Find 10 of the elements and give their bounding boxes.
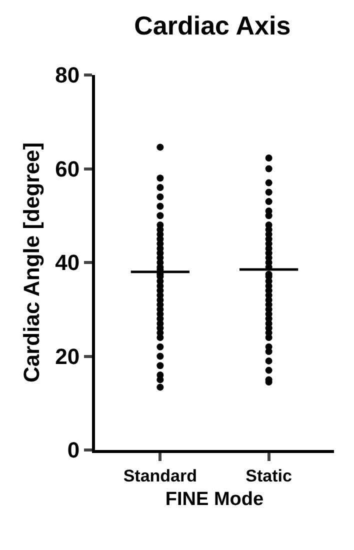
y-tick-label: 80 <box>55 62 80 88</box>
y-axis-title: Cardiac Angle [degree] <box>18 142 44 383</box>
chart-title: Cardiac Axis <box>134 10 291 41</box>
y-tick-label: 0 <box>67 438 80 463</box>
x-tick-label: Static <box>246 466 292 486</box>
x-tick-label: Standard <box>123 466 198 486</box>
y-tick-label: 20 <box>55 344 80 369</box>
y-tick-label: 60 <box>55 156 80 182</box>
x-axis-title: FINE Mode <box>165 489 264 510</box>
y-tick-label: 40 <box>55 250 80 276</box>
